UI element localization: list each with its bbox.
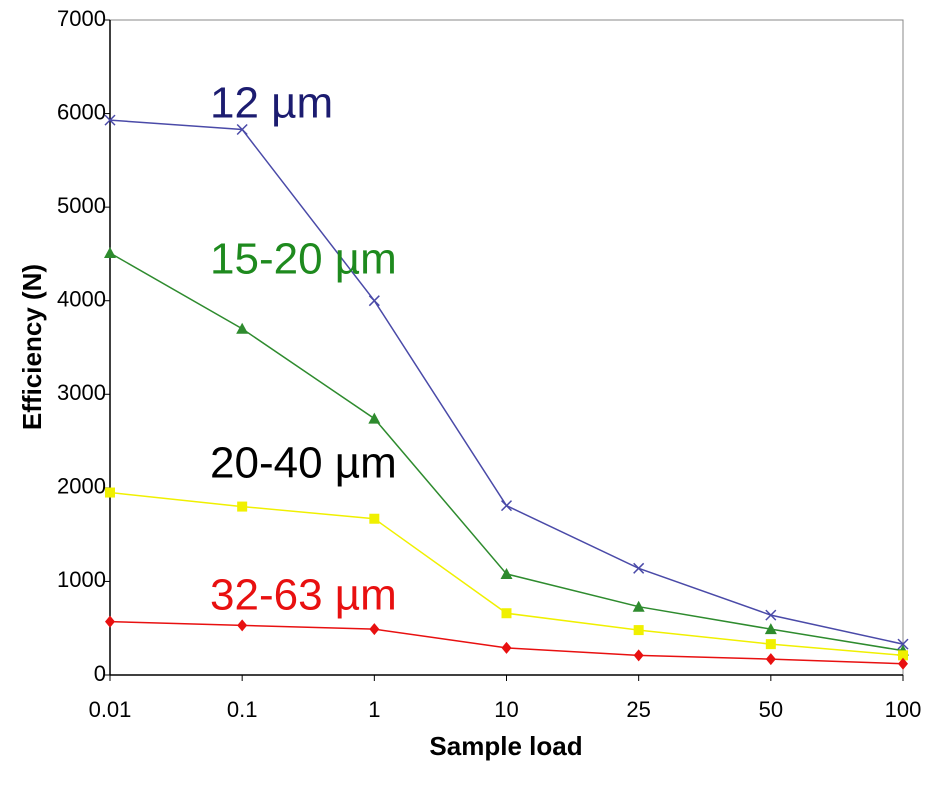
marker — [633, 649, 644, 662]
marker — [104, 114, 116, 126]
series-label: 12 µm — [210, 79, 333, 128]
y-axis-title: Efficiency (N) — [17, 264, 47, 430]
marker — [237, 619, 248, 632]
y-tick-label: 1000 — [57, 567, 106, 592]
series-label: 15-20 µm — [210, 235, 397, 284]
y-tick-label: 3000 — [57, 380, 106, 405]
series-label: 20-40 µm — [210, 439, 397, 488]
marker — [368, 295, 380, 307]
marker — [765, 639, 776, 650]
marker — [105, 487, 115, 498]
marker — [236, 123, 248, 136]
y-tick-label: 2000 — [57, 474, 106, 499]
y-tick-label: 0 — [94, 661, 106, 686]
marker — [500, 567, 513, 579]
x-axis-title: Sample load — [429, 731, 582, 761]
y-tick-label: 4000 — [57, 287, 106, 312]
marker — [369, 623, 380, 636]
y-tick-label: 5000 — [57, 193, 106, 218]
marker — [632, 600, 645, 612]
x-tick-label: 25 — [626, 697, 650, 722]
marker — [500, 500, 513, 512]
series-line — [109, 119, 904, 645]
x-tick-label: 1 — [368, 697, 380, 722]
x-tick-label: 0.1 — [227, 697, 258, 722]
marker — [633, 625, 644, 636]
marker — [897, 638, 909, 650]
marker — [105, 615, 115, 628]
marker — [898, 657, 908, 670]
marker — [501, 608, 512, 619]
marker — [898, 650, 908, 661]
marker — [633, 562, 645, 574]
marker — [368, 412, 381, 424]
marker — [104, 246, 116, 258]
y-tick-label: 7000 — [57, 6, 106, 31]
x-tick-label: 10 — [494, 697, 518, 722]
marker — [764, 623, 777, 635]
x-tick-label: 50 — [759, 697, 783, 722]
marker — [765, 653, 776, 666]
series-label: 32-63 µm — [210, 571, 397, 620]
y-tick-label: 6000 — [57, 99, 106, 124]
marker — [236, 322, 249, 334]
marker — [765, 609, 777, 621]
marker — [501, 641, 512, 654]
x-tick-label: 0.01 — [89, 697, 132, 722]
marker — [369, 513, 380, 524]
marker — [237, 501, 248, 512]
x-tick-label: 100 — [885, 697, 922, 722]
